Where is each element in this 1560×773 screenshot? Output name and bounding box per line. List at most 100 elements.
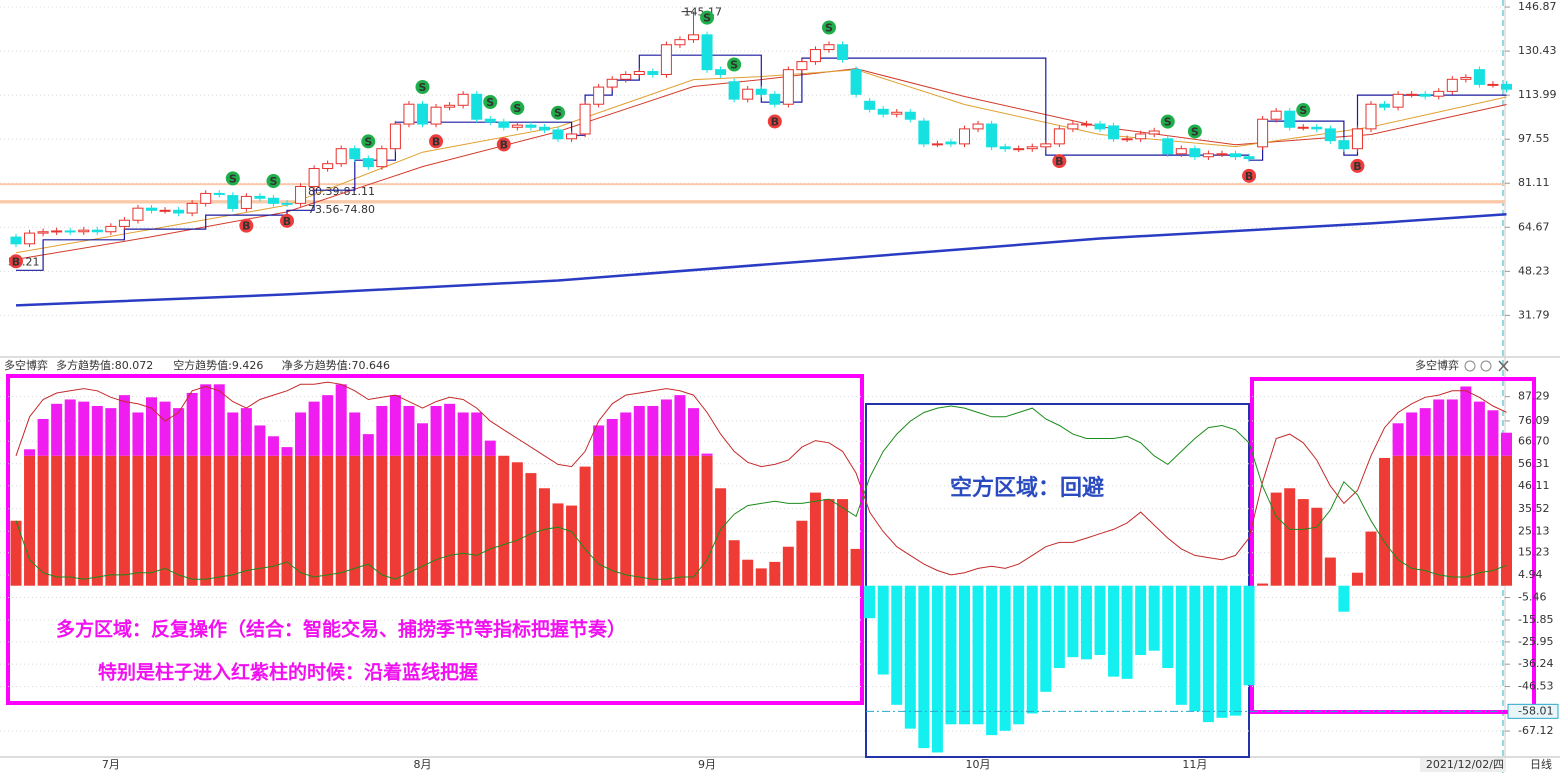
bar	[579, 466, 591, 586]
bar	[918, 585, 930, 749]
bar	[620, 412, 632, 456]
candle-body	[389, 123, 401, 150]
help-icon[interactable]	[1480, 360, 1492, 372]
candle-body	[945, 141, 957, 145]
candle-body	[688, 34, 699, 41]
candle-body	[1148, 130, 1160, 135]
bar	[1446, 455, 1458, 586]
signal-label: S	[554, 107, 562, 120]
y-tick-label: 64.67	[1518, 220, 1550, 233]
bar	[389, 455, 401, 586]
candle-body	[64, 230, 76, 233]
bar	[254, 425, 266, 456]
bar	[945, 585, 957, 725]
sell-signal	[415, 80, 430, 95]
bar	[1026, 585, 1038, 714]
bar	[118, 455, 130, 586]
bar	[91, 455, 103, 586]
candle-body	[620, 73, 632, 80]
candle-body	[1243, 156, 1255, 160]
current-label: -58.01	[1518, 704, 1553, 717]
candle-body	[647, 71, 659, 75]
bar	[308, 401, 320, 456]
bear-zone-box	[865, 403, 1250, 758]
legend-entry: 多方趋势值:80.072	[56, 358, 153, 372]
bar	[349, 455, 361, 586]
bar	[674, 455, 686, 586]
bull-zone-box	[1250, 377, 1536, 714]
sell-signal	[1187, 124, 1202, 139]
candle-body	[240, 195, 252, 209]
sell-signal	[727, 57, 742, 72]
settings-icon[interactable]	[1464, 360, 1476, 372]
candle-body	[1189, 148, 1201, 158]
signal-label: S	[1299, 104, 1307, 117]
y-tick-label: -5.46	[1518, 591, 1546, 604]
candle-body	[1257, 118, 1269, 148]
bar	[864, 585, 876, 619]
bar	[742, 559, 754, 586]
bar	[484, 455, 496, 586]
bar	[132, 455, 144, 586]
bar	[1270, 492, 1282, 586]
signal-label: S	[486, 96, 494, 109]
close-icon[interactable]	[1498, 360, 1509, 372]
signal-label: S	[730, 59, 738, 72]
x-tick-label: 11月	[1182, 758, 1207, 771]
sell-signal	[266, 174, 281, 189]
bar	[769, 561, 781, 586]
bar	[457, 412, 469, 456]
candle-body	[1162, 138, 1174, 155]
signal-label: B	[771, 115, 779, 128]
y-tick-label: 76.09	[1518, 414, 1550, 427]
candle-body	[457, 93, 469, 106]
y-tick-label: 130.43	[1518, 44, 1557, 57]
candle-body	[78, 229, 90, 233]
bar	[1297, 499, 1309, 586]
candle-body	[1108, 125, 1120, 140]
bar	[254, 455, 266, 586]
candle-body	[335, 148, 347, 165]
bar	[430, 405, 442, 456]
candle-body	[403, 103, 415, 125]
bar	[200, 455, 212, 586]
bar	[566, 505, 578, 586]
sell-signal	[1296, 103, 1311, 118]
candle-body	[1175, 148, 1187, 155]
zone-label: 73.56-74.80	[308, 203, 375, 216]
candle-body	[1202, 153, 1214, 158]
bar	[1053, 585, 1065, 668]
panel-title-right: 多空博弈	[1415, 358, 1459, 372]
bar	[525, 473, 537, 586]
bar	[1202, 585, 1214, 723]
bar	[972, 585, 984, 725]
current-label-box	[1507, 703, 1559, 719]
x-tick-label: 2021/12/02/四	[1426, 758, 1504, 771]
bar	[267, 436, 279, 456]
signal-label: B	[1245, 170, 1253, 183]
bar	[240, 408, 252, 456]
candle-body	[227, 195, 239, 209]
bar	[633, 405, 645, 456]
bar	[308, 455, 320, 586]
bar	[444, 455, 456, 586]
bar	[51, 455, 63, 586]
buy-signal	[280, 213, 294, 228]
signal-label: B	[242, 220, 250, 233]
bar	[1433, 399, 1445, 456]
bar	[1284, 488, 1296, 586]
sell-signal	[551, 105, 565, 120]
bar	[1311, 507, 1323, 586]
bar	[1067, 585, 1079, 658]
candle-body	[308, 168, 320, 187]
signal-label: S	[825, 22, 833, 35]
buy-signal	[239, 218, 254, 233]
bar	[1460, 386, 1472, 456]
bar	[660, 455, 672, 586]
bar	[1040, 585, 1052, 692]
candle-body	[959, 128, 970, 145]
candle-body	[200, 192, 212, 204]
bar	[91, 405, 103, 456]
candle-body	[850, 69, 862, 95]
signal-label: S	[703, 12, 711, 25]
